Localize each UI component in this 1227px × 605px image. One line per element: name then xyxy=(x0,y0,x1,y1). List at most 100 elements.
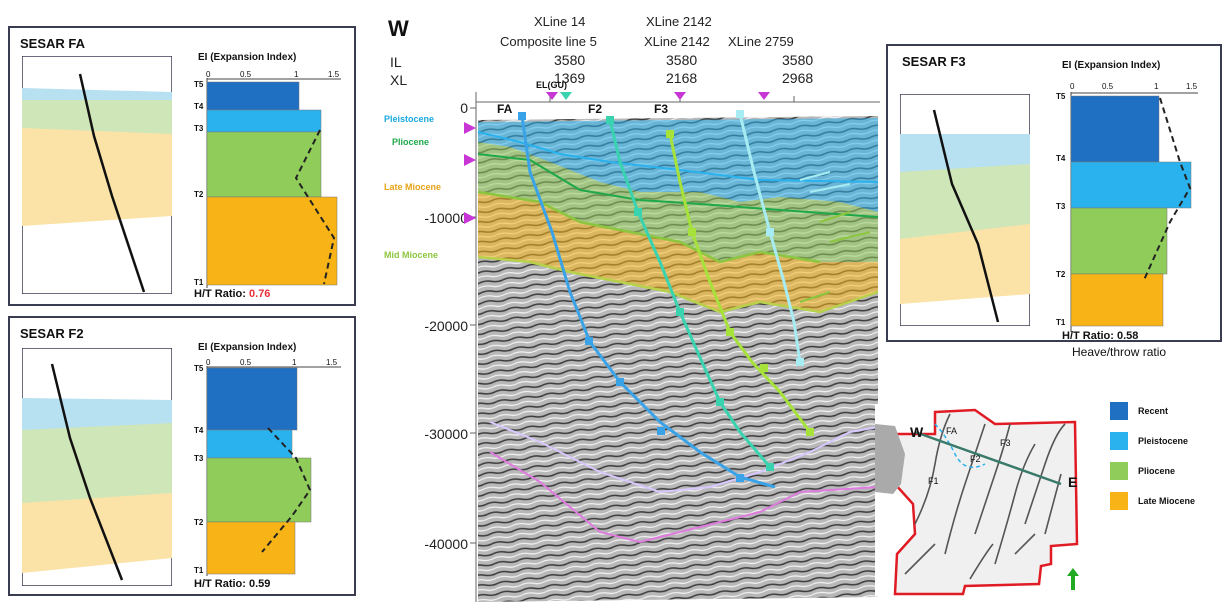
map-label-e: E xyxy=(1068,474,1078,490)
ei-bar-chart xyxy=(206,78,341,288)
top-t2: T2 xyxy=(194,190,204,199)
legend-swatch xyxy=(1110,492,1128,510)
top-t1: T1 xyxy=(1056,318,1066,327)
top-t4: T4 xyxy=(194,102,204,111)
bar-pliocene xyxy=(206,131,322,198)
tick-0: 0 xyxy=(1070,82,1075,91)
top-t4: T4 xyxy=(194,426,204,435)
il-value: 3580 xyxy=(782,52,814,68)
tick-0: 0 xyxy=(206,358,211,367)
tick-1: 1 xyxy=(1154,82,1159,91)
ei-bar-chart xyxy=(1070,92,1198,332)
bar-recent xyxy=(1070,95,1160,163)
top-t3: T3 xyxy=(1056,202,1066,211)
top-t1: T1 xyxy=(194,566,204,575)
bar-recent xyxy=(206,81,300,111)
line-name: XLine 2142 xyxy=(646,14,712,29)
il-value: 3580 xyxy=(554,52,586,68)
tick-05: 0.5 xyxy=(240,70,252,79)
fault-cross-section xyxy=(900,94,1030,326)
tick-1: 1 xyxy=(292,358,297,367)
panel-sesar-f3: SESAR F3 EI (Expansion Index) 0 0.5 1 1.… xyxy=(886,44,1222,342)
panel-title: SESAR FA xyxy=(20,36,86,51)
bar-late-miocene xyxy=(1070,273,1164,327)
depth-tick: 0 xyxy=(460,100,468,116)
tick-05: 0.5 xyxy=(1102,82,1114,91)
ei-title: EI (Expansion Index) xyxy=(1062,60,1161,71)
xl-value: 1369 xyxy=(554,70,586,86)
unit-label-late-miocene: Late Miocene xyxy=(384,182,442,192)
unit-label-pleistocene: Pleistocene xyxy=(384,114,435,124)
top-t4: T4 xyxy=(1056,154,1066,163)
bar-pleistocene xyxy=(206,109,322,133)
fault-label-f2: F2 xyxy=(588,102,603,116)
seismic-section xyxy=(464,92,880,602)
tick-0: 0 xyxy=(206,70,211,79)
top-t2: T2 xyxy=(1056,270,1066,279)
legend-recent: Recent xyxy=(1110,402,1168,420)
tick-15: 1.5 xyxy=(1186,82,1198,91)
depth-tick: -30000 xyxy=(424,426,468,442)
ei-title: EI (Expansion Index) xyxy=(198,342,297,353)
legend-label: Pleistocene xyxy=(1138,436,1189,446)
map-label-f3: F3 xyxy=(1000,438,1011,448)
well-label: EL(GU) xyxy=(536,80,567,90)
ei-title: EI (Expansion Index) xyxy=(198,52,297,63)
map-label-fa: FA xyxy=(946,426,958,436)
depth-tick: -10000 xyxy=(424,210,468,226)
panel-title: SESAR F2 xyxy=(20,326,84,341)
bar-recent xyxy=(206,367,298,431)
line-name: XLine 14 xyxy=(534,14,586,29)
xl-value: 2968 xyxy=(782,70,814,86)
top-t3: T3 xyxy=(194,454,204,463)
legend-label: Late Miocene xyxy=(1138,496,1196,506)
bar-pleistocene xyxy=(206,429,293,459)
line-name: Composite line 5 xyxy=(500,34,597,49)
depth-tick: -20000 xyxy=(424,318,468,334)
legend-swatch xyxy=(1110,432,1128,450)
fault-cross-section xyxy=(22,348,172,586)
bar-pliocene xyxy=(1070,207,1168,275)
top-t2: T2 xyxy=(194,518,204,527)
legend-swatch xyxy=(1110,402,1128,420)
heave-throw-caption: Heave/throw ratio xyxy=(1072,345,1167,359)
fault-label-fa: FA xyxy=(497,102,513,116)
top-t3: T3 xyxy=(194,124,204,133)
fault-east xyxy=(738,113,802,363)
top-t1: T1 xyxy=(194,278,204,287)
unit-label-pliocene: Pliocene xyxy=(392,137,430,147)
tick-15: 1.5 xyxy=(328,70,340,79)
line-name: XLine 2142 xyxy=(644,34,710,49)
location-map xyxy=(875,404,1085,596)
legend-label: Pliocene xyxy=(1138,466,1176,476)
bar-pleistocene xyxy=(1070,161,1192,209)
ht-ratio-label: H/T Ratio: xyxy=(194,288,246,300)
ht-ratio-value: 0.76 xyxy=(249,288,271,300)
ht-ratio: H/T Ratio: 0.58 xyxy=(1062,330,1139,342)
ht-ratio: H/T Ratio: 0.59 xyxy=(194,578,271,590)
top-t5: T5 xyxy=(1056,92,1066,101)
tick-05: 0.5 xyxy=(240,358,252,367)
fault-f3 xyxy=(668,133,812,433)
legend-pliocene: Pliocene xyxy=(1110,462,1175,480)
map-label-f1: F1 xyxy=(928,476,939,486)
fault-label-f3: F3 xyxy=(654,102,669,116)
depth-tick: -40000 xyxy=(424,536,468,552)
direction-west: W xyxy=(388,16,409,41)
legend-swatch xyxy=(1110,462,1128,480)
map-label-f2: F2 xyxy=(970,454,981,464)
legend-late-miocene: Late Miocene xyxy=(1110,492,1195,510)
xl-value: 2168 xyxy=(666,70,698,86)
legend-pleistocene: Pleistocene xyxy=(1110,432,1188,450)
map-label-w: W xyxy=(910,424,924,440)
unit-label-mid-miocene: Mid Miocene xyxy=(384,250,439,260)
panel-sesar-fa: SESAR FA EI (Expansion Index) 0 0.5 1 1.… xyxy=(8,26,356,306)
tick-15: 1.5 xyxy=(326,358,338,367)
panel-sesar-f2: SESAR F2 EI (Expansion Index) 0 0.5 1 1.… xyxy=(8,316,356,596)
bar-late-miocene xyxy=(206,196,338,286)
bar-late-miocene xyxy=(206,521,296,575)
row-label-xl: XL xyxy=(390,72,408,88)
line-name: XLine 2759 xyxy=(728,34,794,49)
il-value: 3580 xyxy=(666,52,698,68)
top-t5: T5 xyxy=(194,80,204,89)
